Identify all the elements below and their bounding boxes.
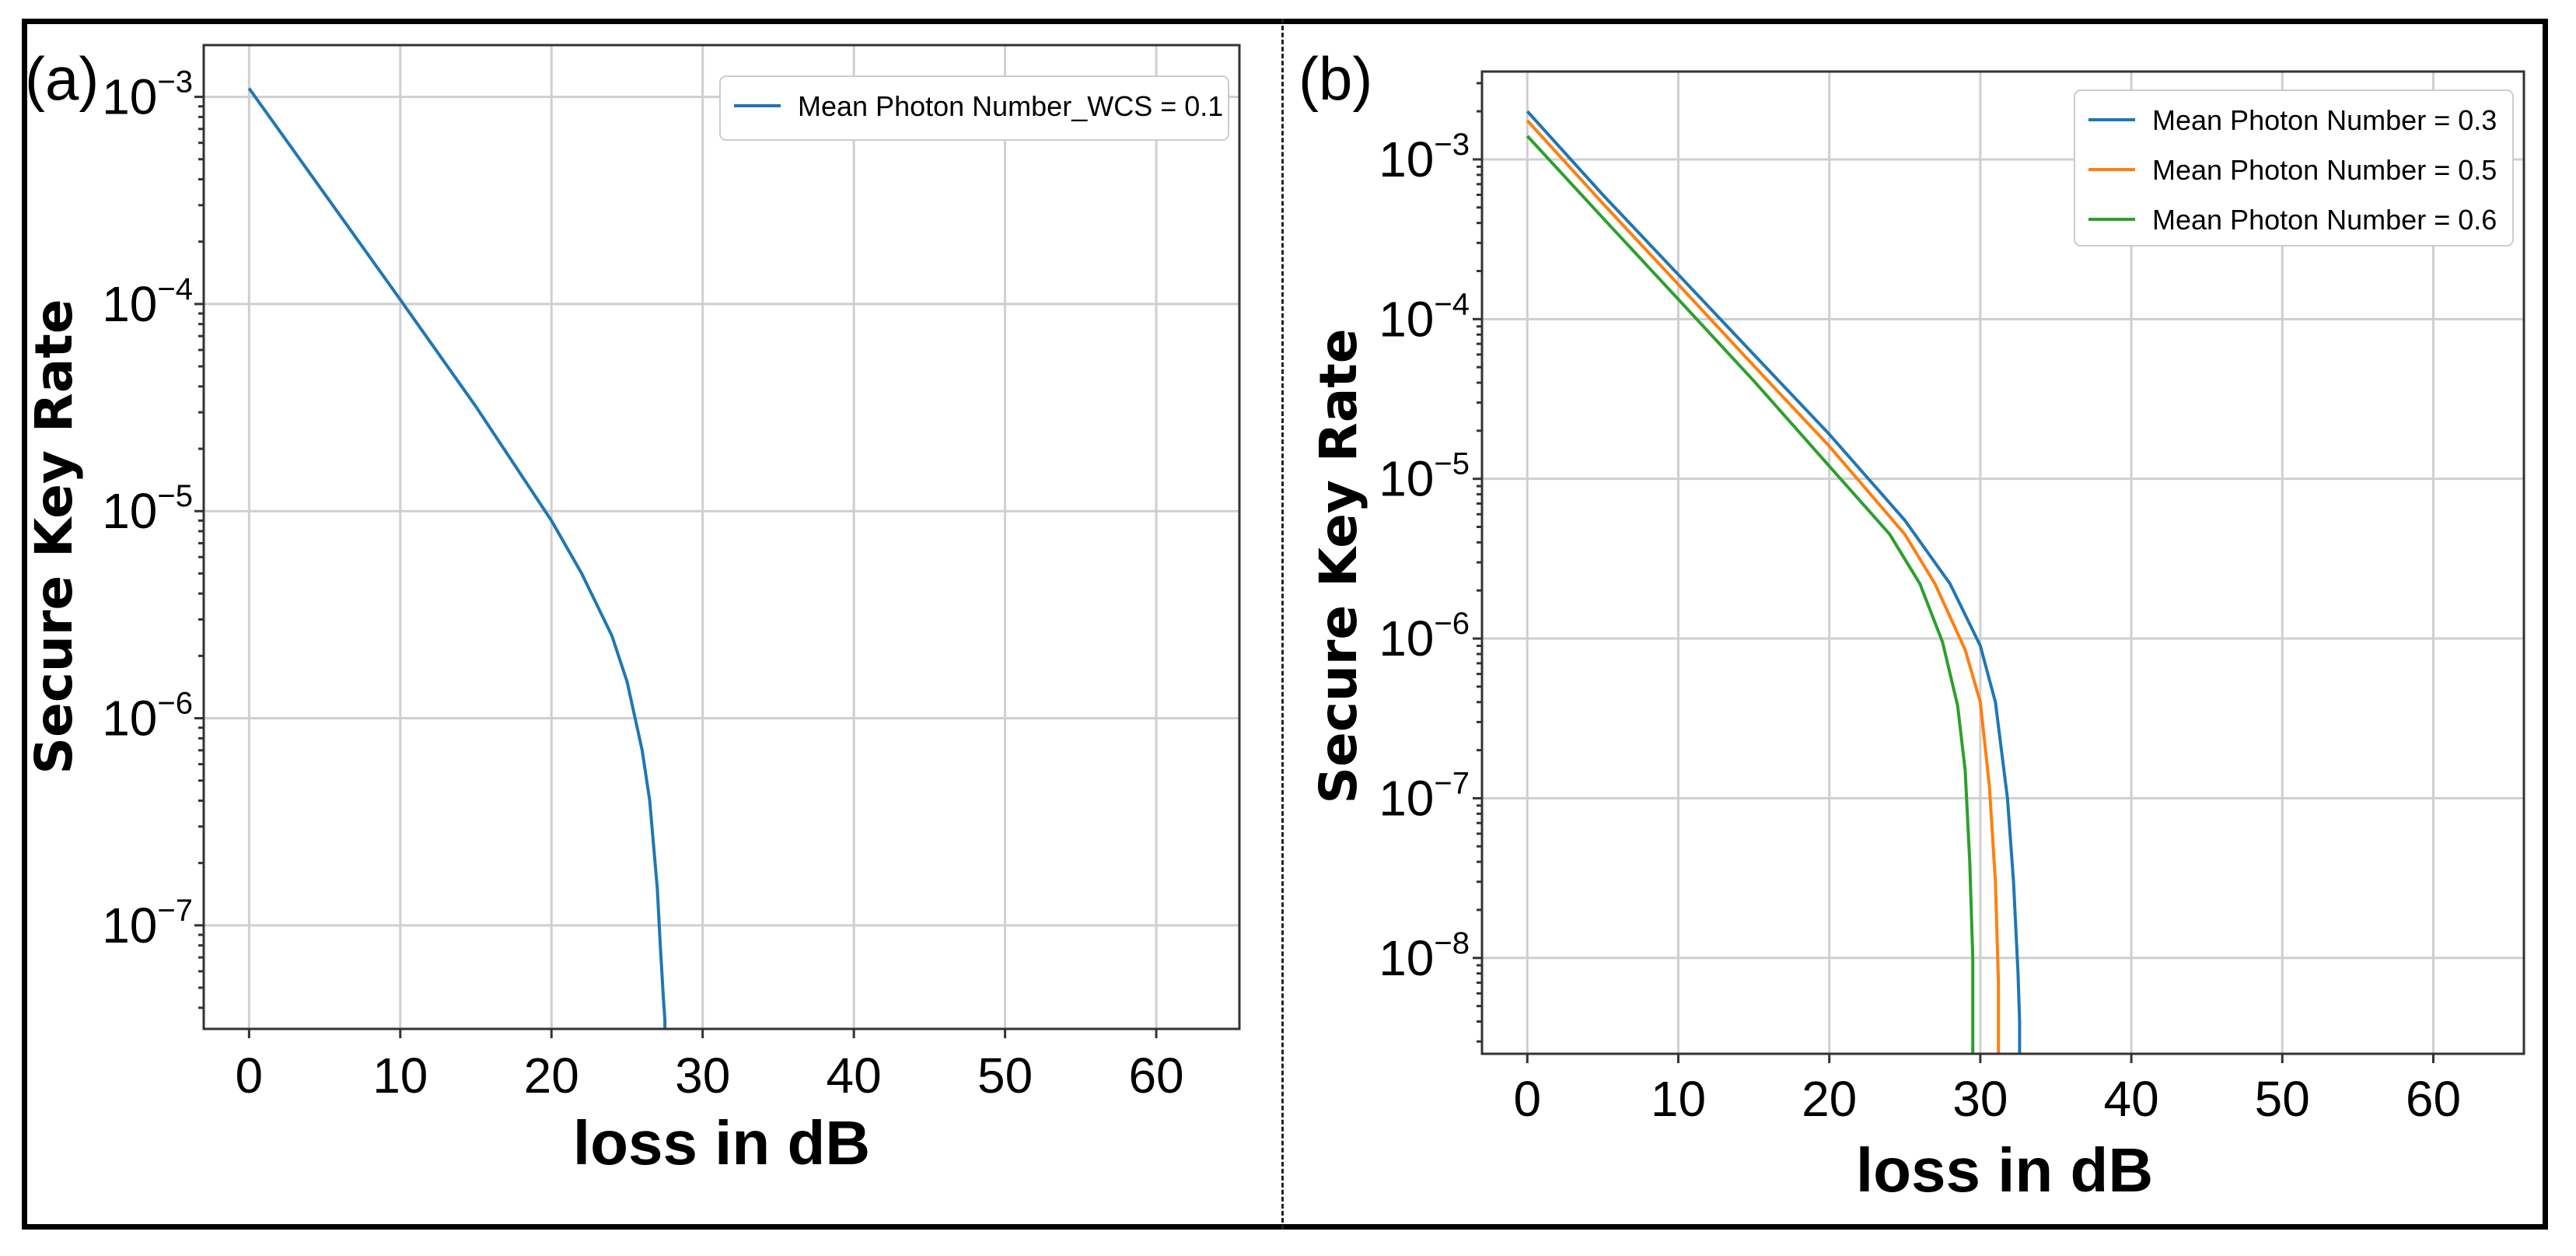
y-tick-base: 10 (102, 483, 157, 539)
panel-label: (b) (1298, 44, 1372, 113)
x-tick-label: 10 (1651, 1071, 1706, 1127)
y-tick-base: 10 (1379, 770, 1434, 826)
y-tick-base: 10 (1379, 291, 1434, 347)
legend: Mean Photon Number_WCS = 0.1 (719, 75, 1229, 141)
plot-area-border (1480, 70, 2525, 1055)
chart-panel-a: (a)0 10 20 30 40 50 6010−310−410−510−610−7Mean… (24, 44, 1241, 1177)
y-tick-base: 10 (102, 897, 157, 953)
y-tick-exponent: −3 (157, 65, 193, 100)
y-tick-exponent: −4 (157, 272, 193, 306)
legend: Mean Photon Number = 0.3 Mean Photon Numb… (2074, 89, 2514, 247)
x-tick-label: 60 (1128, 1048, 1183, 1104)
x-tick-label: 20 (524, 1048, 579, 1104)
panel-label: (a) (25, 44, 99, 113)
y-tick-base: 10 (1379, 451, 1434, 507)
y-tick-label: 10−4 (102, 272, 193, 332)
x-tick-label: 30 (675, 1048, 730, 1104)
series-line-1 (1526, 110, 2022, 1054)
y-tick-base: 10 (1379, 930, 1434, 986)
y-tick-label: 10−5 (1379, 447, 1470, 507)
y-tick-exponent: −7 (157, 894, 193, 928)
legend-entry: Mean Photon Number_WCS = 0.1 (798, 90, 1223, 122)
legend-entry: Mean Photon Number = 0.5 (2152, 154, 2497, 186)
x-tick-label: 30 (1952, 1071, 2008, 1127)
legend-entry: Mean Photon Number = 0.6 (2152, 204, 2497, 236)
x-tick-label: 0 (1513, 1071, 1541, 1127)
series-line-3 (1526, 135, 1975, 1054)
y-tick-base: 10 (102, 69, 157, 125)
y-tick-exponent: −7 (1434, 766, 1470, 800)
y-tick-base: 10 (1379, 611, 1434, 666)
x-tick-label: 50 (2255, 1071, 2310, 1127)
plot-area-border (202, 44, 1241, 1030)
y-tick-label: 10−7 (1379, 766, 1470, 826)
x-tick-label: 60 (2406, 1071, 2461, 1127)
y-tick-exponent: −8 (1434, 926, 1470, 960)
y-axis-label: Secure Key Rate (24, 299, 84, 774)
x-tick-label: 10 (372, 1048, 428, 1104)
y-tick-base: 10 (102, 691, 157, 747)
y-tick-base: 10 (102, 276, 157, 332)
y-axis-label: Secure Key Rate (1309, 328, 1368, 803)
y-tick-label: 10−8 (1379, 926, 1470, 986)
y-tick-label: 10−7 (102, 894, 193, 953)
legend-entry: Mean Photon Number = 0.3 (2152, 104, 2497, 136)
x-tick-label: 40 (2103, 1071, 2158, 1127)
x-tick-label: 40 (827, 1048, 882, 1104)
x-tick-label: 20 (1802, 1071, 1857, 1127)
y-tick-label: 10−6 (102, 687, 193, 747)
y-tick-exponent: −5 (157, 479, 193, 513)
series-line-1 (247, 87, 667, 1029)
panel-divider (1281, 19, 1284, 1230)
y-tick-label: 10−6 (1379, 607, 1470, 666)
legend-box (2074, 89, 2514, 247)
y-tick-base: 10 (1379, 131, 1434, 187)
y-tick-label: 10−5 (102, 479, 193, 539)
y-tick-label: 10−3 (1379, 128, 1470, 187)
y-tick-label: 10−4 (1379, 287, 1470, 347)
series-line-2 (1526, 119, 2001, 1054)
y-tick-exponent: −4 (1434, 287, 1470, 321)
chart-panel-b: (b)0 10 20 30 40 50 6010−310−410−510−610−710−8… (1298, 44, 2525, 1205)
legend-box (719, 75, 1229, 141)
y-tick-exponent: −6 (157, 687, 193, 721)
y-tick-exponent: −6 (1434, 607, 1470, 641)
x-axis-label: loss in dB (1856, 1135, 2153, 1205)
x-tick-label: 0 (236, 1048, 264, 1104)
y-tick-exponent: −3 (1434, 128, 1470, 162)
y-tick-exponent: −5 (1434, 447, 1470, 481)
x-axis-label: loss in dB (573, 1108, 870, 1177)
y-tick-label: 10−3 (102, 65, 193, 125)
x-tick-label: 50 (977, 1048, 1033, 1104)
